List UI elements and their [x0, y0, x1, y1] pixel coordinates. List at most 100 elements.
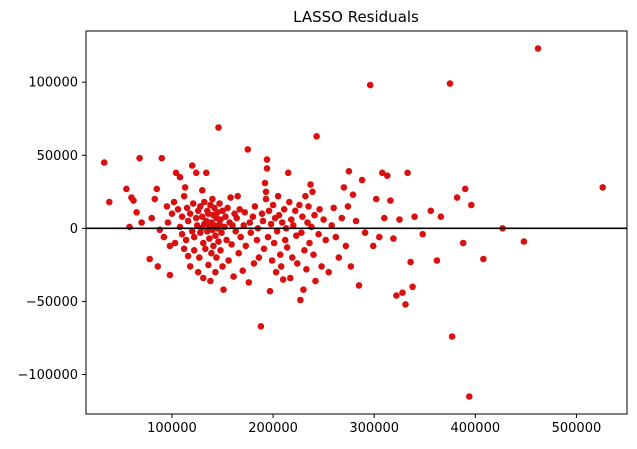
- data-point: [239, 267, 246, 275]
- data-point: [315, 230, 322, 238]
- data-point: [396, 216, 403, 223]
- data-point: [202, 245, 209, 253]
- data-point: [180, 245, 188, 253]
- data-point: [160, 233, 168, 241]
- data-point: [290, 222, 297, 229]
- data-point: [255, 254, 263, 261]
- data-point: [468, 201, 475, 209]
- data-point: [236, 206, 243, 213]
- data-point: [253, 236, 261, 244]
- data-point: [303, 266, 310, 273]
- data-point: [210, 242, 217, 250]
- data-point: [249, 213, 257, 220]
- data-point: [181, 184, 189, 191]
- data-point: [265, 207, 273, 215]
- data-point: [245, 279, 253, 286]
- data-point: [196, 254, 203, 261]
- data-point: [176, 173, 184, 181]
- data-point: [219, 207, 226, 215]
- data-point: [288, 216, 295, 223]
- data-point: [520, 238, 528, 245]
- data-point: [208, 249, 215, 257]
- data-point: [448, 333, 456, 340]
- data-point: [366, 81, 374, 89]
- data-point: [184, 252, 192, 260]
- data-point: [273, 228, 281, 235]
- data-point: [260, 245, 268, 253]
- data-point: [298, 229, 305, 236]
- data-point: [390, 235, 397, 242]
- data-point: [138, 219, 145, 226]
- data-point: [201, 198, 208, 206]
- data-point: [230, 273, 237, 280]
- y-tick-label: 100000: [28, 76, 78, 91]
- data-point: [219, 263, 226, 270]
- data-point: [459, 239, 467, 247]
- data-point: [277, 263, 285, 270]
- data-point: [384, 172, 391, 179]
- x-tick-label: 500000: [552, 421, 602, 436]
- data-point: [241, 209, 249, 216]
- data-point: [203, 217, 210, 225]
- data-point: [312, 277, 319, 285]
- data-point: [228, 241, 235, 248]
- data-point: [206, 235, 213, 242]
- data-point: [325, 268, 333, 276]
- chart-title: LASSO Residuals: [293, 8, 419, 26]
- data-point: [269, 201, 277, 209]
- y-axis: −100000 −50000 0 50000 100000: [17, 76, 86, 383]
- data-point: [133, 209, 140, 216]
- data-point: [480, 255, 487, 263]
- data-point: [224, 204, 231, 212]
- data-point: [332, 233, 340, 241]
- data-point: [267, 220, 275, 228]
- data-point: [229, 222, 236, 229]
- data-point: [257, 323, 265, 330]
- data-point: [200, 274, 207, 282]
- data-point: [263, 156, 271, 163]
- data-point: [199, 213, 206, 220]
- data-point: [278, 219, 286, 226]
- data-point: [261, 179, 269, 187]
- data-point: [301, 247, 308, 254]
- data-point: [284, 169, 292, 177]
- data-point: [172, 169, 180, 177]
- data-point: [194, 268, 202, 276]
- data-point: [349, 191, 357, 198]
- data-point: [197, 203, 204, 210]
- y-tick-label: 0: [70, 222, 78, 237]
- data-point: [299, 213, 306, 220]
- data-point: [158, 154, 166, 162]
- data-point: [186, 210, 194, 217]
- data-point: [212, 232, 219, 239]
- data-point: [234, 192, 241, 200]
- data-point: [347, 263, 355, 270]
- data-point: [268, 257, 276, 264]
- data-point: [200, 239, 207, 247]
- data-point: [153, 185, 161, 193]
- data-point: [280, 206, 288, 213]
- data-point: [178, 213, 186, 220]
- data-point: [171, 239, 179, 247]
- data-point: [178, 230, 186, 238]
- data-point: [433, 257, 441, 264]
- data-point: [163, 203, 171, 210]
- data-point: [251, 203, 259, 210]
- data-point: [100, 159, 108, 166]
- data-point: [126, 223, 133, 231]
- data-point: [207, 277, 214, 285]
- data-point: [300, 286, 307, 294]
- data-point: [232, 228, 239, 235]
- data-point: [217, 216, 224, 223]
- data-point: [136, 154, 143, 162]
- data-point: [283, 244, 291, 251]
- data-point: [276, 251, 284, 258]
- data-point: [292, 207, 299, 215]
- data-point: [534, 45, 542, 52]
- data-point: [199, 187, 206, 194]
- data-point: [222, 213, 229, 220]
- data-point: [358, 176, 366, 184]
- data-point: [446, 80, 454, 87]
- data-point: [240, 222, 247, 229]
- data-point: [247, 229, 255, 236]
